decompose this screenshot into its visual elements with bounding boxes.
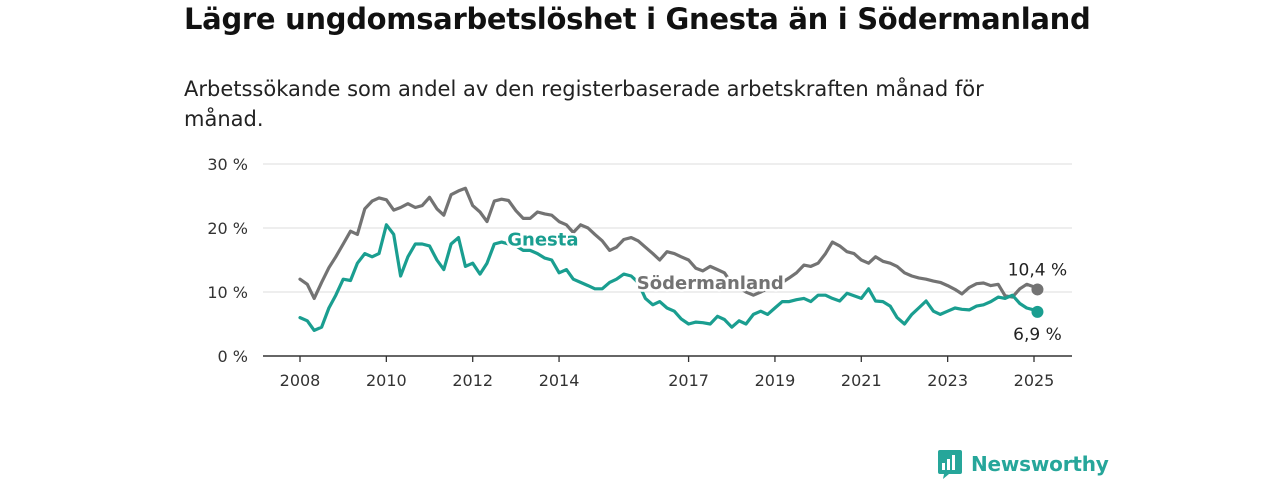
series-label-gnesta: Gnesta xyxy=(507,229,578,250)
x-axis-ticks: 2008 2010 2012 2014 2017 2019 2021 2023 2025 xyxy=(280,356,1055,390)
end-point-sodermanland xyxy=(1031,283,1044,296)
x-tick-label: 2021 xyxy=(841,371,882,390)
end-value-label-sodermanland: 10,4 % xyxy=(1008,260,1067,280)
series-label-sodermanland: Södermanland xyxy=(637,273,784,294)
series-lines xyxy=(298,186,1044,332)
x-tick-label: 2023 xyxy=(927,371,968,390)
y-tick-label: 30 % xyxy=(207,155,248,174)
brand-name: Newsworthy xyxy=(971,452,1109,476)
y-tick-label: 0 % xyxy=(218,347,248,366)
x-tick-label: 2019 xyxy=(755,371,796,390)
x-tick-label: 2025 xyxy=(1014,371,1055,390)
y-axis-ticks: 0 % 10 % 20 % 30 % xyxy=(207,155,248,366)
line-chart: 0 % 10 % 20 % 30 % 2008 2010 2012 2014 2017 2019… xyxy=(207,155,1072,390)
x-tick-label: 2014 xyxy=(539,371,580,390)
x-tick-label: 2008 xyxy=(280,371,321,390)
y-tick-label: 10 % xyxy=(207,283,248,302)
x-tick-label: 2017 xyxy=(668,371,709,390)
chart-title: Lägre ungdomsarbetslöshet i Gnesta än i … xyxy=(184,2,1091,36)
brand-logo: Newsworthy xyxy=(937,448,1109,480)
bar-chart-speech-bubble-icon xyxy=(938,450,962,479)
end-value-label-gnesta: 6,9 % xyxy=(1013,325,1062,345)
series-line-sodermanland xyxy=(298,186,1040,300)
grid-lines xyxy=(263,163,1072,357)
y-tick-label: 20 % xyxy=(207,219,248,238)
x-tick-label: 2010 xyxy=(366,371,407,390)
chart-subtitle: Arbetssökande som andel av den registerb… xyxy=(184,77,984,131)
series-labels: Södermanland 10,4 % Gnesta 6,9 % xyxy=(505,227,1069,347)
end-point-gnesta xyxy=(1031,305,1044,318)
x-tick-label: 2012 xyxy=(452,371,493,390)
series-line-gnesta xyxy=(298,223,1040,332)
